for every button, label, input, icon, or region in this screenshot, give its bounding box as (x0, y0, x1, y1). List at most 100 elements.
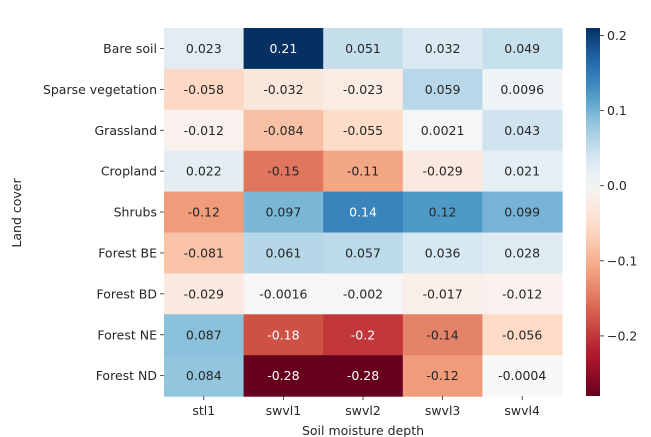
colorbar-tick-label: 0.2 (607, 28, 627, 43)
heatmap-cell (243, 109, 324, 152)
heatmap-cell (323, 28, 404, 70)
heatmap-cell (482, 232, 563, 274)
heatmap-cell (243, 191, 324, 234)
x-tick-label: stl1 (192, 403, 215, 418)
cell-value-label: -0.029 (184, 286, 224, 301)
cell-value-label: -0.032 (263, 82, 303, 97)
heatmap-cell (482, 28, 563, 70)
y-tick-label: Forest NE (97, 327, 157, 342)
cell-value-label: -0.28 (267, 368, 299, 383)
y-tick-label: Forest BD (96, 286, 157, 301)
heatmap-cell (402, 28, 483, 70)
cell-value-label: 0.084 (186, 368, 222, 383)
cell-value-label: -0.029 (422, 164, 462, 179)
colorbar-tick-label: 0.1 (607, 103, 627, 118)
x-tick-label: swvl4 (504, 403, 540, 418)
cell-value-label: 0.0021 (421, 123, 465, 138)
y-tick-label: Shrubs (114, 205, 157, 220)
heatmap-cell (323, 232, 404, 274)
cell-value-label: -0.2 (351, 327, 375, 342)
colorbar-tick-label: 0.0 (607, 178, 627, 193)
heatmap-cell (164, 355, 245, 397)
heatmap-cell (402, 355, 483, 397)
cell-value-label: -0.081 (184, 245, 224, 260)
cell-value-label: 0.14 (349, 205, 377, 220)
heatmap-cell (482, 191, 563, 234)
colorbar-tick-label: −0.2 (607, 328, 637, 343)
cell-value-label: -0.055 (343, 123, 383, 138)
heatmap-cell (243, 232, 324, 274)
heatmap-cell (164, 28, 245, 70)
heatmap-cell (482, 68, 563, 111)
colorbar-ticks: 0.2 0.1 0.0 −0.1 −0.2 (600, 28, 637, 343)
cell-value-label: 0.036 (425, 245, 461, 260)
cell-value-label: 0.032 (425, 41, 461, 56)
x-tick-label: swvl1 (266, 403, 302, 418)
cell-value-label: -0.023 (343, 82, 383, 97)
cell-value-label: -0.11 (347, 164, 379, 179)
heatmap-cell (164, 150, 245, 193)
colorbar-tick-label: −0.1 (607, 253, 637, 268)
cell-value-label: 0.022 (186, 164, 222, 179)
y-tick-label: Sparse vegetation (43, 82, 157, 97)
cell-value-label: -0.056 (502, 327, 542, 342)
heatmap-cell (323, 191, 404, 234)
heatmap-cell (243, 150, 324, 193)
cell-value-label: 0.0096 (500, 82, 544, 97)
cell-value-label: -0.18 (267, 327, 299, 342)
y-tick-labels: Bare soil Sparse vegetation Grassland Cropl… (43, 41, 164, 383)
heatmap-cell (243, 314, 324, 356)
cell-value-label: 0.023 (186, 41, 222, 56)
heatmap-cell (164, 68, 245, 111)
cell-value-label: 0.057 (345, 245, 381, 260)
heatmap-cell (402, 150, 483, 193)
heatmap-cell (323, 273, 404, 315)
heatmap-cell (243, 68, 324, 111)
heatmap-cell (323, 355, 404, 397)
heatmap-cell (243, 273, 324, 315)
heatmap-cell (323, 68, 404, 111)
heatmap-cell (323, 109, 404, 152)
y-tick-label: Grassland (95, 123, 158, 138)
heatmap-cell (402, 232, 483, 274)
heatmap-cell (482, 150, 563, 193)
cell-value-label: -0.012 (184, 123, 224, 138)
cell-value-label: 0.028 (504, 245, 540, 260)
cell-value-label: 0.059 (425, 82, 461, 97)
cell-value-label: 0.021 (504, 164, 540, 179)
cell-value-label: 0.097 (266, 205, 302, 220)
heatmap-cell (323, 150, 404, 193)
cell-value-label: 0.12 (429, 205, 457, 220)
cell-value-label: -0.002 (343, 286, 383, 301)
cell-value-label: -0.12 (188, 205, 220, 220)
cell-value-label: 0.043 (504, 123, 540, 138)
x-axis-label: Soil moisture depth (302, 423, 424, 437)
cell-value-label: 0.099 (504, 205, 540, 220)
cell-value-label: 0.051 (345, 41, 381, 56)
heatmap-cell (164, 191, 245, 234)
y-tick-label: Forest BE (98, 245, 157, 260)
cell-value-label: -0.0004 (498, 368, 546, 383)
heatmap-cell (164, 314, 245, 356)
heatmap-cell (402, 314, 483, 356)
cell-value-label: -0.15 (267, 164, 299, 179)
heatmap-cell (482, 273, 563, 315)
cell-value-label: -0.12 (426, 368, 458, 383)
heatmap-cell (243, 355, 324, 397)
heatmap-cell (402, 109, 483, 152)
heatmap-cell (402, 68, 483, 111)
cell-value-label: -0.14 (426, 327, 458, 342)
heatmap-cell (402, 273, 483, 315)
heatmap-cell (402, 191, 483, 234)
y-tick-label: Bare soil (103, 41, 157, 56)
cell-value-label: 0.049 (504, 41, 540, 56)
heatmap-cell (243, 28, 324, 70)
cell-value-label: -0.0016 (259, 286, 307, 301)
heatmap-cells: 0.023 0.21 0.051 0.032 0.049 -0.058 -0.032 -0.0… (164, 28, 563, 397)
heatmap-cell (164, 109, 245, 152)
cell-value-label: -0.017 (422, 286, 462, 301)
heatmap-cell (164, 232, 245, 274)
cell-value-label: -0.084 (263, 123, 303, 138)
heatmap-cell (482, 355, 563, 397)
